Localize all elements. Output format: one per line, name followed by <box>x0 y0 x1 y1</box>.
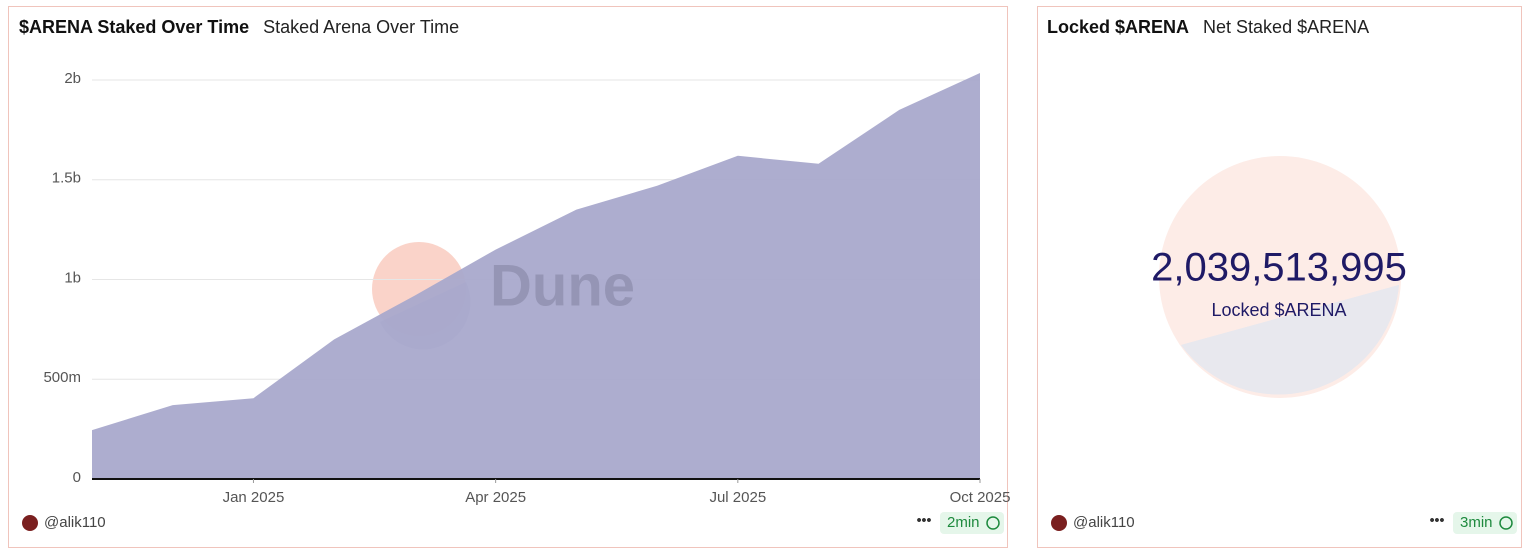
menu-dots[interactable]: ••• <box>1430 512 1445 528</box>
updated-badge <box>1453 512 1517 534</box>
updated-time: 3min <box>1460 514 1493 531</box>
avatar <box>22 515 38 531</box>
y-tick-label: 0 <box>73 469 81 486</box>
x-tick-label: Oct 2025 <box>950 489 1011 506</box>
updated-time: 2min <box>947 514 980 531</box>
counter-value: 2,039,513,995 <box>1151 246 1407 290</box>
x-tick-label: Jul 2025 <box>709 489 766 506</box>
avatar <box>1051 515 1067 531</box>
panel-subtitle: Net Staked $ARENA <box>1203 17 1369 37</box>
x-tick-label: Jan 2025 <box>223 489 285 506</box>
author: @alik110 <box>1073 514 1135 531</box>
updated-badge <box>940 512 1004 534</box>
counter-bg-shade <box>1181 285 1399 395</box>
author: @alik110 <box>44 514 106 531</box>
y-tick-label: 2b <box>64 70 81 87</box>
y-tick-label: 1.5b <box>52 170 81 187</box>
watermark: Dune <box>490 253 635 318</box>
y-tick-label: 500m <box>43 369 81 386</box>
y-tick-label: 1b <box>64 269 81 286</box>
panel-title: $ARENA Staked Over Time <box>19 17 249 37</box>
menu-dots[interactable]: ••• <box>917 512 932 528</box>
panel-title: Locked $ARENA <box>1047 17 1189 37</box>
x-tick-label: Apr 2025 <box>465 489 526 506</box>
check-icon <box>1499 516 1513 530</box>
area <box>92 73 980 479</box>
counter-label: Locked $ARENA <box>1211 300 1346 320</box>
check-icon <box>986 516 1000 530</box>
panel-subtitle: Staked Arena Over Time <box>263 17 459 37</box>
